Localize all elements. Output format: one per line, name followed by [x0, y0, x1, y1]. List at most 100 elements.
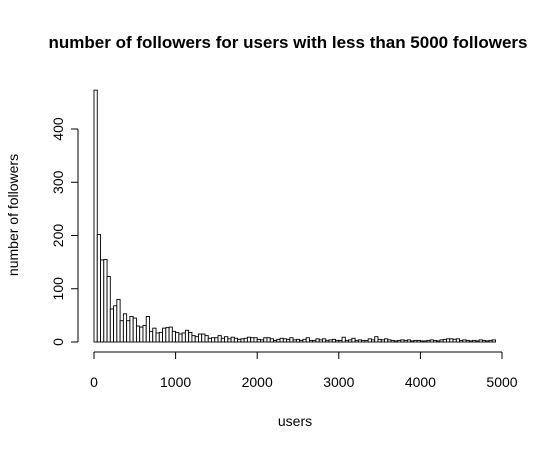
histogram-bar — [315, 338, 320, 343]
histogram-bar — [367, 338, 372, 343]
histogram-bar — [491, 339, 496, 343]
histogram-bar — [204, 335, 209, 343]
histogram-bar — [129, 315, 134, 343]
histogram-bar — [478, 339, 483, 343]
histogram-bar — [266, 337, 271, 343]
x-tick-label: 2000 — [242, 374, 273, 390]
histogram-bar — [416, 339, 421, 343]
histogram-bar — [194, 336, 199, 343]
y-axis-label: number of followers — [5, 154, 21, 276]
histogram-bar — [302, 338, 307, 343]
histogram-bar — [406, 339, 412, 343]
histogram-bar — [423, 340, 428, 343]
histogram-bar — [361, 339, 366, 343]
histogram-bar — [377, 338, 382, 343]
histogram-bar — [459, 339, 464, 343]
histogram-bar — [260, 339, 265, 343]
histogram-bar — [165, 327, 170, 343]
histogram-bar — [197, 333, 203, 343]
histogram-bar — [139, 326, 144, 343]
histogram-bar — [387, 339, 392, 343]
histogram-bar — [433, 339, 438, 343]
histogram-bar — [158, 331, 163, 343]
histogram-bar — [126, 320, 131, 343]
histogram-bar — [393, 340, 399, 343]
histogram-bar — [149, 330, 154, 343]
histogram-bar — [452, 338, 457, 343]
histogram-bar — [276, 338, 281, 343]
histogram-bar — [481, 339, 487, 343]
y-tick-label: 0 — [50, 338, 66, 346]
y-tick-label: 400 — [50, 117, 66, 141]
histogram-bar — [263, 337, 268, 343]
histogram-bar — [178, 333, 183, 343]
histogram-bar — [322, 338, 327, 343]
histogram-bar — [289, 337, 294, 343]
histogram-bar — [295, 338, 301, 343]
histogram-bar — [462, 339, 467, 343]
histogram-bar — [485, 340, 490, 343]
x-tick-label: 4000 — [405, 374, 436, 390]
histogram-bar — [211, 337, 216, 343]
histogram-bar — [109, 308, 115, 343]
histogram-bar — [429, 339, 434, 343]
histogram-bar — [106, 276, 111, 343]
histogram-bar — [220, 337, 226, 343]
histogram-bar — [419, 340, 425, 343]
histogram-bar — [413, 339, 418, 343]
histogram-bar — [269, 338, 274, 343]
histogram-bar — [237, 338, 242, 343]
y-tick-label: 100 — [50, 277, 66, 301]
histogram-bar — [351, 337, 356, 343]
histogram-bar — [475, 340, 480, 343]
histogram-bar — [96, 233, 101, 343]
histogram-bar — [292, 339, 297, 343]
histogram-bar — [348, 339, 353, 343]
histogram-bar — [207, 337, 212, 343]
histogram-bar — [168, 326, 173, 343]
histogram-bar — [328, 339, 333, 343]
histogram-bar — [380, 339, 385, 343]
x-tick-label: 5000 — [486, 374, 517, 390]
histogram-bar — [145, 315, 150, 343]
histogram-bar — [122, 313, 128, 343]
histogram-bar — [201, 333, 206, 343]
histogram-bar — [253, 337, 258, 343]
histogram-bar — [354, 339, 359, 343]
histogram-bar — [181, 332, 186, 343]
histogram-bar — [439, 339, 444, 343]
histogram-bar — [364, 339, 369, 343]
histogram-bar — [103, 259, 108, 343]
histogram-bar — [142, 325, 147, 343]
histogram-bar — [468, 340, 474, 343]
histogram-bar — [305, 337, 310, 343]
histogram-bar — [403, 339, 408, 343]
histogram-bar — [442, 338, 447, 343]
histogram-bar — [279, 337, 284, 343]
histogram-bar — [240, 338, 245, 343]
histogram-bar — [250, 337, 255, 343]
x-tick-label: 0 — [90, 374, 98, 390]
chart-title: number of followers for users with less … — [49, 33, 528, 52]
histogram-bar — [410, 340, 415, 343]
histogram-bar — [426, 339, 431, 343]
histogram-bar — [286, 338, 291, 343]
histogram-bar — [171, 330, 177, 343]
histogram-bar — [217, 335, 222, 343]
histogram-bar — [370, 339, 376, 343]
histogram-bar — [390, 339, 395, 343]
histogram-bar — [256, 338, 261, 343]
histogram-bar — [335, 339, 340, 343]
histogram-bar — [175, 331, 180, 343]
histogram-bar — [152, 327, 157, 343]
bars-group — [93, 89, 496, 343]
histogram-bar — [273, 339, 278, 343]
histogram-bar — [400, 339, 405, 343]
histogram-bar — [331, 338, 336, 343]
histogram-bar — [436, 340, 441, 343]
histogram-bar — [384, 338, 389, 343]
histogram-bar — [214, 337, 219, 343]
y-axis: 0 100 200 300 400 — [50, 117, 79, 346]
histogram-bar — [446, 338, 451, 343]
histogram-bar — [308, 339, 314, 343]
